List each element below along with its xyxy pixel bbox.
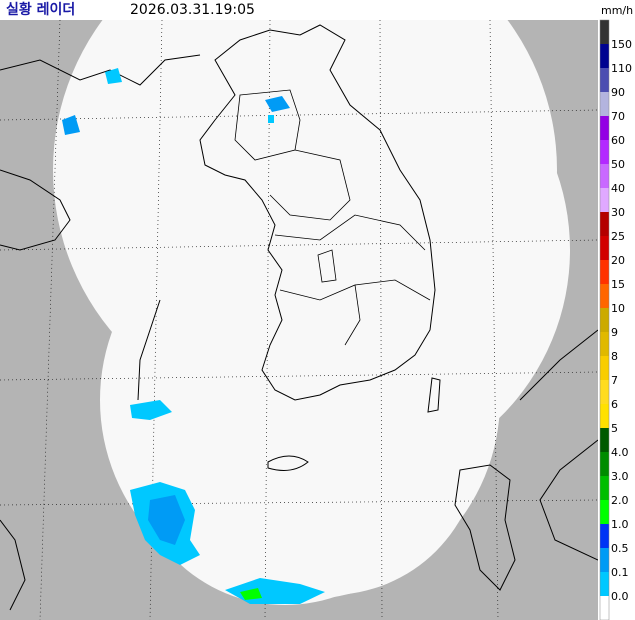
legend-label: 7 <box>611 374 618 387</box>
title: 실황 레이더 <box>6 1 75 18</box>
jeju-island <box>267 455 309 471</box>
liaodong-coast <box>0 54 201 86</box>
admin-boundaries <box>234 89 431 346</box>
shandong-coast <box>0 169 71 251</box>
legend: 150 110 90 70 60 50 40 30 25 20 15 10 9 8 7 6 5 4.0 3.0 2.0… <box>599 19 632 620</box>
legend-swatch <box>600 524 609 548</box>
legend-label: 90 <box>611 86 625 99</box>
province-boundary <box>269 149 351 221</box>
legend-label: 0.1 <box>611 566 629 579</box>
legend-swatch <box>600 452 609 476</box>
legend-label: 15 <box>611 278 625 291</box>
province-boundary <box>274 214 426 251</box>
legend-swatch <box>600 20 609 44</box>
legend-swatch <box>600 116 609 140</box>
legend-label: 4.0 <box>611 446 629 459</box>
legend-label: 20 <box>611 254 625 267</box>
legend-swatch <box>600 572 609 596</box>
rain-area <box>265 96 290 112</box>
rain-area <box>240 588 262 600</box>
legend-label: 6 <box>611 398 618 411</box>
precipitation <box>62 68 325 604</box>
legend-swatch <box>600 380 609 404</box>
legend-label: 150 <box>611 38 632 51</box>
grid-line <box>39 20 61 620</box>
tsushima <box>427 377 441 413</box>
legend-swatch <box>600 284 609 308</box>
rain-area <box>62 115 80 135</box>
peninsula <box>199 24 436 401</box>
legend-label: 5 <box>611 422 618 435</box>
legend-swatch <box>600 596 609 620</box>
legend-label: 110 <box>611 62 632 75</box>
legend-swatch <box>600 404 609 428</box>
rain-area <box>130 400 172 420</box>
rain-area <box>268 115 274 123</box>
grid-line <box>489 20 499 620</box>
map <box>0 20 598 620</box>
legend-label: 9 <box>611 326 618 339</box>
legend-swatch <box>600 356 609 380</box>
legend-swatch <box>600 188 609 212</box>
legend-swatch <box>600 500 609 524</box>
rain-area <box>148 495 185 545</box>
legend-swatch <box>600 44 609 68</box>
legend-swatch <box>600 428 609 452</box>
timestamp: 2026.03.31.19:05 <box>130 2 255 18</box>
legend-label: 0.5 <box>611 542 629 555</box>
shikoku-coast <box>539 439 598 561</box>
legend-swatch <box>600 476 609 500</box>
legend-swatch <box>600 236 609 260</box>
legend-swatch <box>600 212 609 236</box>
china-coast <box>137 299 161 401</box>
legend-label: 10 <box>611 302 625 315</box>
legend-label: 25 <box>611 230 625 243</box>
legend-label: 1.0 <box>611 518 629 531</box>
legend-swatch <box>600 548 609 572</box>
legend-swatch <box>600 260 609 284</box>
legend-label: 60 <box>611 134 625 147</box>
legend-label: 0.0 <box>611 590 629 603</box>
coastline <box>0 24 598 611</box>
coverage-lobe <box>180 295 480 595</box>
legend-label: 8 <box>611 350 618 363</box>
legend-swatch <box>600 164 609 188</box>
legend-label: 40 <box>611 182 625 195</box>
legend-swatch <box>600 140 609 164</box>
legend-unit: mm/h <box>601 4 633 17</box>
legend-label: 30 <box>611 206 625 219</box>
legend-label: 2.0 <box>611 494 629 507</box>
kyushu <box>454 464 516 591</box>
rain-area <box>105 68 122 84</box>
honshu-coast <box>519 329 598 401</box>
legend-swatch <box>600 332 609 356</box>
city-boundary <box>317 249 337 283</box>
grid-line <box>379 20 383 620</box>
legend-swatch <box>600 92 609 116</box>
legend-label: 50 <box>611 158 625 171</box>
legend-label: 3.0 <box>611 470 629 483</box>
province-boundary <box>354 279 431 301</box>
legend-frame <box>599 19 610 620</box>
legend-swatch <box>600 308 609 332</box>
legend-label: 70 <box>611 110 625 123</box>
radar-coverage <box>53 20 570 605</box>
legend-swatch <box>600 68 609 92</box>
china-south-coast <box>0 519 26 611</box>
